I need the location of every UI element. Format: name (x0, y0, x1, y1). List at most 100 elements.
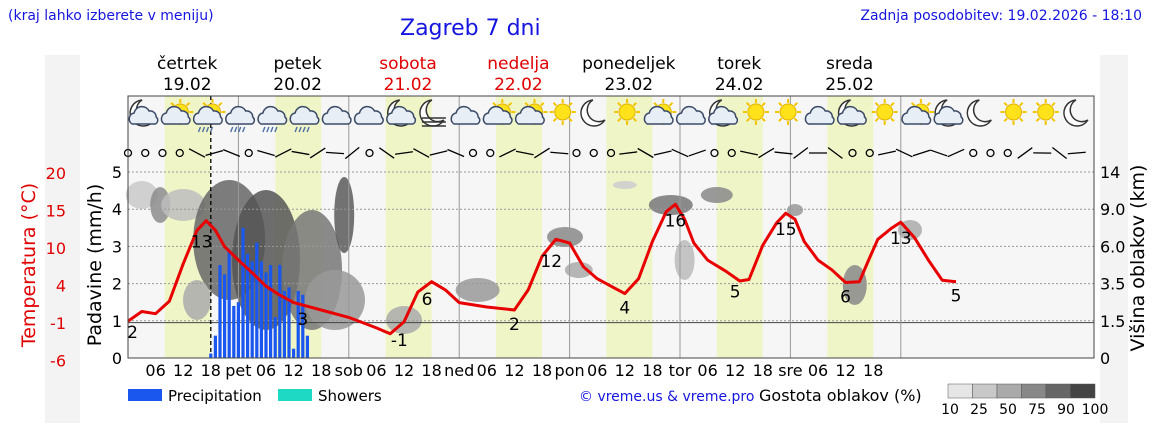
rain-drop (242, 126, 246, 133)
wind-calm-marker (969, 148, 978, 158)
sun-rain-cloud-icon (192, 99, 226, 133)
temperature-label: -1 (391, 331, 408, 351)
wind-barb (1052, 146, 1067, 160)
x-hour-tick: 06 (808, 361, 828, 380)
temperature-label: 15 (775, 220, 797, 240)
rain-cloud-icon (225, 105, 256, 133)
cloud-height-tick: 3.5 (1100, 275, 1125, 294)
day-name: četrtek (157, 54, 218, 74)
wind-calm-marker (244, 148, 253, 158)
wind-barb (447, 148, 465, 158)
temperature-label: 6 (840, 287, 851, 307)
sun-ray (1051, 102, 1056, 107)
wind-barb (878, 150, 896, 156)
cloud-shape (353, 105, 384, 125)
wind-barb (827, 147, 843, 159)
cloud-density-level: 10 (941, 402, 959, 418)
precipitation-bar (269, 265, 273, 358)
precip-tick: 3 (112, 237, 122, 256)
sun-ray (568, 102, 573, 107)
daytime-band (827, 96, 874, 358)
wind-barb (550, 151, 569, 155)
wind-barb (222, 149, 241, 157)
wind-calm-marker (158, 148, 167, 158)
wind-barb (758, 147, 775, 159)
x-hour-tick: 12 (725, 361, 745, 380)
wind-barb (947, 148, 965, 158)
cloud-height-tick: 9.0 (1100, 200, 1125, 219)
precipitation-bar (213, 335, 217, 358)
cloud-density-patch (648, 195, 693, 215)
x-hour-tick: 18 (532, 361, 552, 380)
cloud-density-patch (787, 204, 803, 216)
wind-barb (413, 148, 430, 158)
sun-ray (524, 102, 529, 107)
cloud-icon (804, 105, 835, 125)
day-date: 23.02 (604, 75, 653, 95)
sun-disc (747, 103, 765, 121)
x-hour-tick: 12 (173, 361, 193, 380)
cloud-shape (450, 105, 481, 125)
cloud-density-swatch (1045, 383, 1071, 399)
wind-calm-marker (486, 148, 495, 158)
x-hour-tick: 12 (394, 361, 414, 380)
sun-disc (554, 103, 572, 121)
x-hour-tick: 18 (863, 361, 883, 380)
precipitation-bar (278, 265, 282, 358)
sun-ray (492, 102, 497, 107)
sun-ray (185, 102, 191, 107)
cloud-density-patch (455, 278, 500, 302)
sun-ray (761, 117, 766, 122)
cloud-density-patch (334, 177, 355, 253)
cloud-density-patch (183, 280, 211, 320)
day-date: 20.02 (273, 75, 322, 95)
precip-axis-title: Padavine (mm/h) (84, 184, 106, 347)
temperature-tick: 10 (46, 239, 66, 258)
wind-barb (619, 151, 638, 155)
sun-ray (793, 102, 798, 107)
temperature-label: 3 (297, 310, 308, 330)
precipitation-bar (292, 348, 296, 358)
precipitation-bar (209, 353, 213, 358)
sun-disc (1037, 103, 1055, 121)
moon-crescent (580, 99, 606, 127)
sun-ray (653, 102, 658, 107)
cloud-density-patch (547, 227, 583, 247)
wind-barb (309, 147, 326, 159)
precipitation-bar (287, 287, 291, 358)
rain-drop (266, 126, 270, 133)
cloud-shape (933, 105, 964, 125)
legend-label-showers: Showers (318, 387, 382, 405)
rain-drop (306, 126, 310, 133)
wind-barb (793, 147, 809, 159)
wind-calm-marker (1003, 148, 1012, 158)
precipitation-bar (236, 302, 240, 358)
wind-barb (688, 149, 706, 157)
moon-cloud-icon (386, 99, 417, 127)
sun-ray (617, 102, 622, 107)
wind-row (123, 146, 1086, 160)
sun-ray (668, 102, 674, 107)
day-name: sreda (826, 54, 873, 74)
x-day-tick: pon (555, 361, 585, 380)
wind-barb (1067, 151, 1086, 155)
cloud-height-tick: 6.0 (1100, 237, 1125, 256)
cloud-icon (450, 105, 481, 125)
sun-icon (1032, 99, 1059, 125)
temperature-label: 5 (951, 287, 962, 307)
cloud-density-level: 90 (1057, 402, 1075, 418)
x-day-tick: sob (335, 361, 363, 380)
cloud-shape (901, 105, 932, 125)
cloud-icon (675, 105, 706, 125)
moon-cloud-icon (836, 99, 867, 127)
cloud-density-swatch (996, 383, 1022, 399)
cloud-shape (708, 105, 739, 125)
wind-barb (274, 148, 292, 158)
temperature-label: 4 (619, 299, 630, 319)
sun-ray (874, 117, 880, 122)
temperature-tick: 4 (56, 277, 66, 296)
cloud-density-swatch (1021, 383, 1047, 399)
wind-barb (205, 150, 224, 156)
day-date: 24.02 (715, 75, 764, 95)
cloud-shape (225, 105, 256, 125)
